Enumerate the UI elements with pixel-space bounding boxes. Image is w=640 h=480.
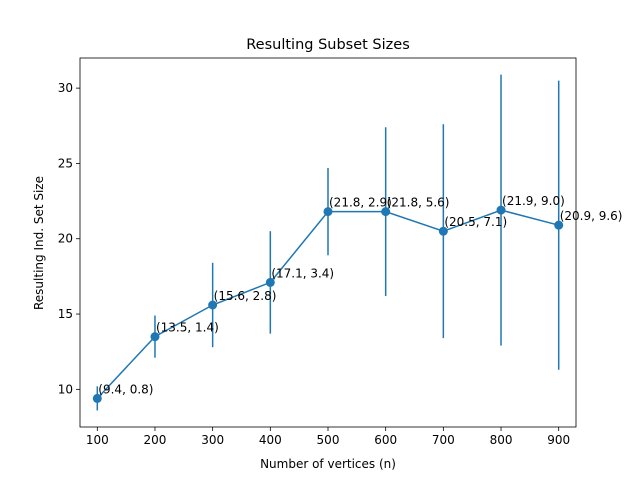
data-point — [92, 393, 102, 403]
point-annotation: (20.5, 7.1) — [444, 215, 507, 229]
data-point — [381, 207, 391, 217]
point-annotation: (20.9, 9.6) — [560, 209, 623, 223]
x-tick-label: 900 — [547, 433, 570, 447]
x-tick-label: 100 — [86, 433, 109, 447]
plot-frame — [79, 57, 577, 428]
x-tick-label: 600 — [374, 433, 397, 447]
data-point — [554, 220, 564, 230]
data-point — [323, 207, 333, 217]
point-annotation: (21.8, 5.6) — [387, 196, 450, 210]
y-tick-label: 20 — [58, 232, 73, 246]
y-axis-label: Resulting Ind. Set Size — [32, 176, 46, 310]
y-tick-label: 15 — [58, 307, 73, 321]
x-tick-label: 400 — [259, 433, 282, 447]
point-annotation: (21.9, 9.0) — [502, 194, 565, 208]
data-point — [265, 277, 275, 287]
x-tick-label: 300 — [201, 433, 224, 447]
point-annotation: (17.1, 3.4) — [271, 266, 334, 280]
point-annotation: (13.5, 1.4) — [156, 321, 219, 335]
y-tick-label: 10 — [58, 382, 73, 396]
data-point — [496, 205, 506, 215]
y-tick-label: 30 — [58, 81, 73, 95]
data-point — [150, 332, 160, 342]
data-point — [208, 300, 218, 310]
point-annotation: (21.8, 2.9) — [329, 196, 392, 210]
data-point — [438, 226, 448, 236]
x-tick-label: 200 — [144, 433, 167, 447]
plot-area: 100 200 300 400 500 600 700 800 900 10 15 20 25 30 (9.… — [58, 57, 623, 447]
chart-title: Resulting Subset Sizes — [246, 37, 410, 53]
point-annotation: (9.4, 0.8) — [98, 382, 153, 396]
y-tick-label: 25 — [58, 156, 73, 170]
x-tick-label: 700 — [432, 433, 455, 447]
point-annotation: (15.6, 2.8) — [214, 289, 277, 303]
x-tick-label: 500 — [317, 433, 340, 447]
x-axis-label: Number of vertices (n) — [260, 457, 396, 471]
x-tick-label: 800 — [490, 433, 513, 447]
